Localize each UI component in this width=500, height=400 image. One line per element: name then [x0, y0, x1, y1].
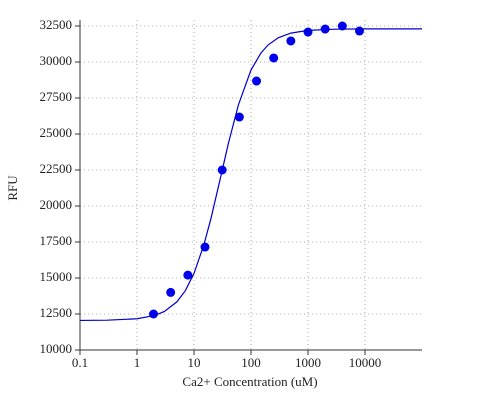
x-tick-label: 10 — [188, 355, 201, 370]
y-tick-label: 20000 — [40, 197, 73, 212]
data-point — [269, 53, 279, 63]
fit-curve — [79, 28, 423, 322]
y-tick-label: 25000 — [40, 125, 73, 140]
data-point — [354, 26, 364, 36]
x-axis-label: Ca2+ Concentration (uM) — [182, 374, 317, 389]
y-tick-label: 27500 — [40, 89, 73, 104]
data-point — [183, 270, 193, 280]
y-tick-label: 10000 — [40, 341, 73, 356]
data-point — [252, 76, 262, 86]
data-point — [303, 27, 313, 37]
data-point — [166, 287, 176, 297]
data-point — [337, 21, 347, 31]
y-tick-label: 30000 — [40, 53, 73, 68]
x-tick-label: 100 — [241, 355, 261, 370]
y-tick-label: 32500 — [40, 17, 73, 32]
y-tick-label: 22500 — [40, 161, 73, 176]
data-point — [286, 36, 296, 46]
data-point — [234, 112, 244, 122]
y-tick-label: 17500 — [40, 233, 73, 248]
x-tick-label: 0.1 — [72, 355, 88, 370]
y-axis-label: RFU — [5, 175, 20, 201]
y-tick-label: 15000 — [40, 269, 73, 284]
x-tick-label: 1 — [134, 355, 141, 370]
x-tick-label: 1000 — [295, 355, 321, 370]
x-tick-label: 10000 — [349, 355, 382, 370]
y-tick-label: 12500 — [40, 305, 73, 320]
